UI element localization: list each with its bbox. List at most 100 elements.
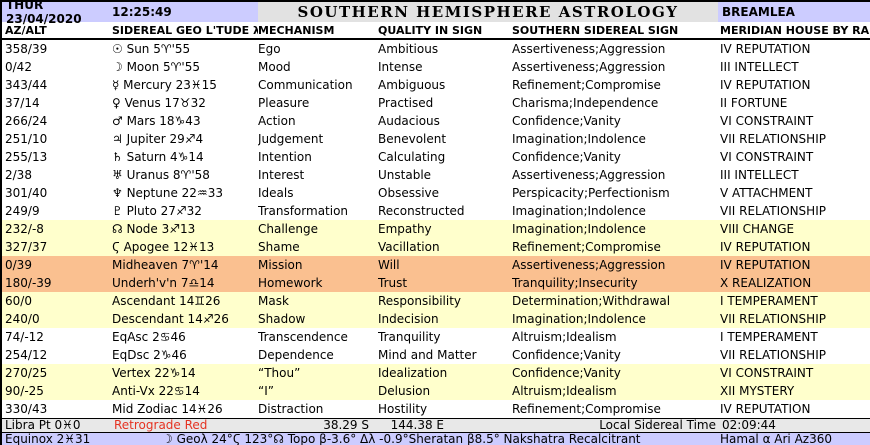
mechanism-cell: Mood [258,60,291,74]
mechanism-cell: Pleasure [258,96,310,110]
az-alt-cell: 270/25 [5,366,48,380]
house-cell: VI CONSTRAINT [720,114,814,128]
sidereal-sign-cell: Confidence;Vanity [512,366,621,380]
table-row[interactable]: 254/12 EqDsc 2♑46 Dependence Mind and Matte… [2,346,870,364]
quality-cell: Mind and Matter [378,348,477,362]
az-alt-cell: 60/0 [5,294,32,308]
table-row[interactable]: 0/39 Midheaven 7♈'14 Mission Will Assertiven… [2,256,870,274]
az-alt-cell: 254/12 [5,348,48,362]
sidereal-sign-cell: Altruism;Idealism [512,330,617,344]
star-reference: Hamal α Ari Az360 [720,433,832,445]
house-cell: IV REPUTATION [720,402,811,416]
col-header-meridian-house: MERIDIAN HOUSE BY RA [720,23,870,37]
house-cell: XII MYSTERY [720,384,795,398]
equinox-label: Equinox 2♓31 [5,433,91,445]
az-alt-cell: 90/-25 [5,384,44,398]
table-row[interactable]: 249/9 ♇ Pluto 27♐32 Transformation Reconstr… [2,202,870,220]
house-cell: VI CONSTRAINT [720,366,814,380]
az-alt-cell: 330/43 [5,402,48,416]
table-row[interactable]: 358/39 ☉ Sun 5♈'55 Ego Ambitious Assertivene… [2,40,870,58]
current-time: 12:25:49 [112,5,172,19]
sidereal-sign-cell: Assertiveness;Aggression [512,168,666,182]
status-row-ephemeris: Equinox 2♓31 ☽ Geoλ 24°Ϛ 123°☊ Topo β-3.… [2,432,870,445]
col-header-sidereal-sign: SOUTHERN SIDEREAL SIGN [512,23,679,37]
local-sidereal-time-label: Local Sidereal Time [599,419,716,432]
house-cell: I TEMPERAMENT [720,294,818,308]
location-label: BREAMLEA [718,2,870,22]
body-position-cell: Anti-Vx 22♋14 [112,384,200,398]
quality-cell: Reconstructed [378,204,465,218]
table-row[interactable]: 255/13 ♄ Saturn 4♑14 Intention Calculating C… [2,148,870,166]
quality-cell: Hostility [378,402,428,416]
quality-cell: Ambiguous [378,78,446,92]
sidereal-sign-cell: Charisma;Independence [512,96,659,110]
quality-cell: Unstable [378,168,432,182]
longitude-value: 144.38 E [390,419,444,432]
az-alt-cell: 2/38 [5,168,32,182]
body-position-cell: ☉ Sun 5♈'55 [112,42,191,56]
az-alt-cell: 0/42 [5,60,32,74]
sidereal-sign-cell: Imagination;Indolence [512,132,646,146]
mechanism-cell: Transcendence [258,330,348,344]
mechanism-cell: Intention [258,150,312,164]
az-alt-cell: 255/13 [5,150,48,164]
table-row[interactable]: 301/40 ♆ Neptune 22♒33 Ideals Obsessive Pers… [2,184,870,202]
datetime-bar: THUR 23/04/2020 12:25:49 [2,2,258,26]
table-row[interactable]: 270/25 Vertex 22♑14 “Thou” Idealization Conf… [2,364,870,382]
sidereal-sign-cell: Confidence;Vanity [512,150,621,164]
body-position-cell: ☿ Mercury 23♓15 [112,78,217,92]
mechanism-cell: Interest [258,168,305,182]
quality-cell: Empathy [378,222,432,236]
house-cell: VII RELATIONSHIP [720,312,826,326]
title-bar: THUR 23/04/2020 12:25:49 SOUTHERN HEMISP… [2,2,870,26]
house-cell: VII RELATIONSHIP [720,348,826,362]
table-row[interactable]: 60/0 Ascendant 14♊26 Mask Responsibility Det… [2,292,870,310]
sidereal-sign-cell: Assertiveness;Aggression [512,42,666,56]
libra-point-label: Libra Pt 0♓0 [5,419,81,432]
az-alt-cell: 266/24 [5,114,48,128]
quality-cell: Practised [378,96,434,110]
table-row[interactable]: 251/10 ♃ Jupiter 29♐4 Judgement Benevolent I… [2,130,870,148]
mechanism-cell: Challenge [258,222,318,236]
az-alt-cell: 232/-8 [5,222,44,236]
az-alt-cell: 74/-12 [5,330,44,344]
body-position-cell: ♂ Mars 18♑43 [112,114,201,128]
quality-cell: Delusion [378,384,431,398]
body-position-cell: ♆ Neptune 22♒33 [112,186,223,200]
sidereal-sign-cell: Refinement;Compromise [512,78,661,92]
house-cell: III INTELLECT [720,60,799,74]
house-cell: VIII CHANGE [720,222,795,236]
table-row[interactable]: 2/38 ♅ Uranus 8♈'58 Interest Unstable Assert… [2,166,870,184]
status-row-coordinates: Libra Pt 0♓0 Retrograde Red 38.29 S 144.… [2,418,870,432]
table-row[interactable]: 0/42 ☽ Moon 5♈'55 Mood Intense Assertiveness… [2,58,870,76]
table-row[interactable]: 327/37 Ϛ Apogee 12♓13 Shame Vacillation Refi… [2,238,870,256]
az-alt-cell: 343/44 [5,78,48,92]
mechanism-cell: Shadow [258,312,306,326]
table-row[interactable]: 232/-8 ☊ Node 3♐13 Challenge Empathy Imagina… [2,220,870,238]
quality-cell: Trust [378,276,408,290]
body-position-cell: ♄ Saturn 4♑14 [112,150,204,164]
body-position-cell: EqAsc 2♋46 [112,330,186,344]
mechanism-cell: Ideals [258,186,294,200]
sidereal-sign-cell: Refinement;Compromise [512,402,661,416]
table-row[interactable]: 180/-39 Underh'v'n 7♎14 Homework Trust Tranq… [2,274,870,292]
mechanism-cell: “I” [258,384,274,398]
quality-cell: Responsibility [378,294,462,308]
house-cell: IV REPUTATION [720,78,811,92]
mechanism-cell: Ego [258,42,281,56]
table-row[interactable]: 90/-25 Anti-Vx 22♋14 “I” Delusion Altruism;I… [2,382,870,400]
az-alt-cell: 251/10 [5,132,48,146]
table-row[interactable]: 343/44 ☿ Mercury 23♓15 Communication Ambigu… [2,76,870,94]
table-row[interactable]: 37/14 ♀ Venus 17♉32 Pleasure Practised Chari… [2,94,870,112]
current-date: THUR 23/04/2020 [6,0,82,26]
mechanism-cell: Homework [258,276,323,290]
table-row[interactable]: 74/-12 EqAsc 2♋46 Transcendence Tranquility… [2,328,870,346]
table-row[interactable]: 240/0 Descendant 14♐26 Shadow Indecision Ima… [2,310,870,328]
quality-cell: Indecision [378,312,439,326]
table-row[interactable]: 330/43 Mid Zodiac 14♓26 Distraction Hostili… [2,400,870,418]
house-cell: II FORTUNE [720,96,788,110]
az-alt-cell: 180/-39 [5,276,52,290]
house-cell: VII RELATIONSHIP [720,132,826,146]
sidereal-sign-cell: Determination;Withdrawal [512,294,671,308]
table-row[interactable]: 266/24 ♂ Mars 18♑43 Action Audacious Confide… [2,112,870,130]
